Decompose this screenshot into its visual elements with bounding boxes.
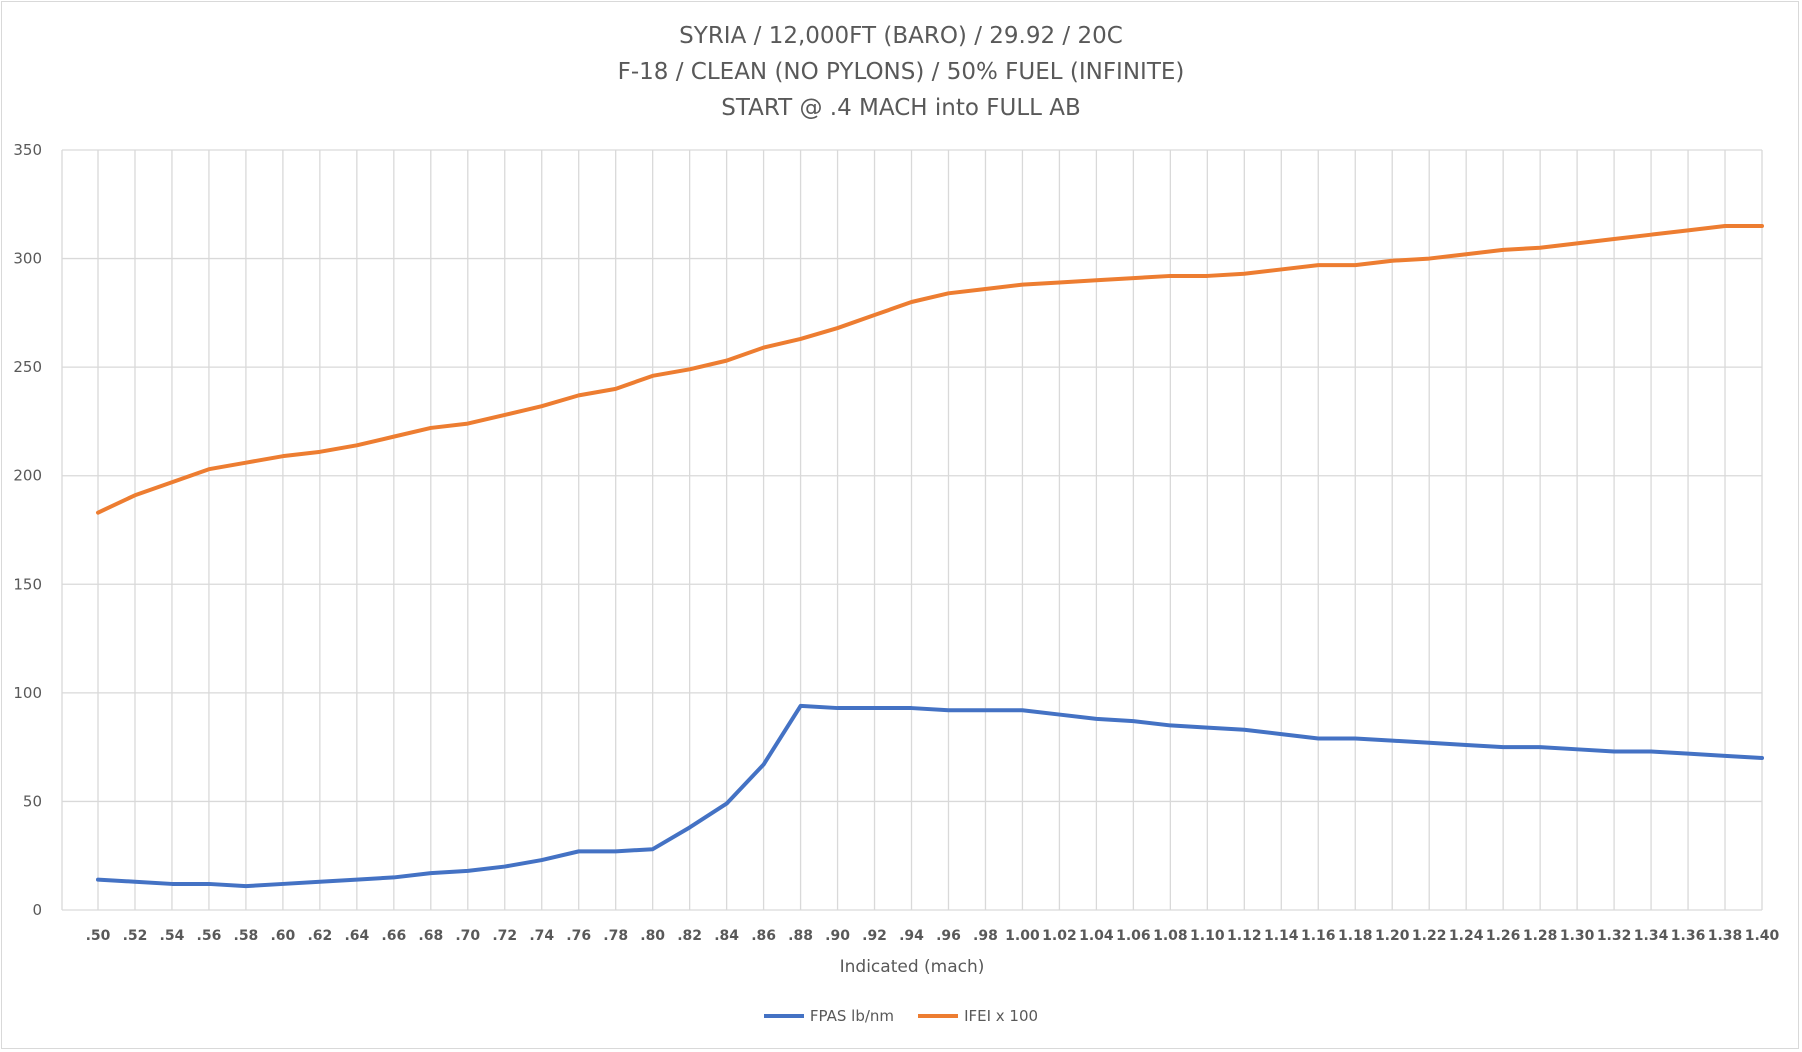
x-tick-label-5: .60: [270, 928, 295, 944]
x-tick-label-20: .90: [825, 928, 850, 944]
x-tick-label-1: .52: [123, 928, 148, 944]
grid-layer: [61, 149, 1763, 911]
y-axis-ticks: 0 50 100 150 200 250 300 350: [13, 141, 42, 919]
x-tick-label-37: 1.24: [1449, 928, 1484, 944]
x-tick-label-11: .72: [492, 928, 517, 944]
x-tick-label-38: 1.26: [1486, 928, 1521, 944]
x-tick-label-42: 1.34: [1634, 928, 1669, 944]
x-tick-label-12: .74: [529, 928, 554, 944]
x-tick-label-0: .50: [86, 928, 111, 944]
chart-title-line-2: F-18 / CLEAN (NO PYLONS) / 50% FUEL (INF…: [617, 59, 1185, 85]
x-tick-label-21: .92: [862, 928, 887, 944]
x-tick-label-43: 1.36: [1671, 928, 1706, 944]
legend-label-ifei: IFEI x 100: [964, 1007, 1039, 1025]
x-tick-label-39: 1.28: [1523, 928, 1558, 944]
y-tick-label-100: 100: [13, 684, 42, 702]
y-tick-label-150: 150: [13, 575, 42, 593]
y-tick-label-250: 250: [13, 358, 42, 376]
x-axis-title: Indicated (mach): [840, 957, 985, 977]
x-axis-ticks: .50 .52 .54 .56 .58 .60 .62 .64 .66 .68 .70 .72 .74.…: [86, 928, 1780, 944]
y-tick-label-350: 350: [13, 141, 42, 159]
x-tick-label-25: 1.00: [1005, 928, 1040, 944]
x-tick-label-33: 1.16: [1301, 928, 1336, 944]
y-tick-label-300: 300: [13, 250, 42, 268]
x-tick-label-31: 1.12: [1227, 928, 1262, 944]
legend-swatch-ifei: [918, 1014, 959, 1018]
x-tick-label-19: .88: [788, 928, 813, 944]
chart-title-line-3: START @ .4 MACH into FULL AB: [721, 95, 1081, 121]
x-tick-label-17: .84: [714, 928, 739, 944]
x-tick-label-29: 1.08: [1153, 928, 1188, 944]
series-layer: [96, 224, 1764, 889]
y-tick-label-50: 50: [23, 792, 42, 810]
x-tick-label-36: 1.22: [1412, 928, 1447, 944]
chart-title: SYRIA / 12,000FT (BARO) / 29.92 / 20C F-…: [0, 18, 1802, 126]
x-tick-label-34: 1.18: [1338, 928, 1373, 944]
legend-swatch-fpas: [763, 1014, 804, 1018]
x-tick-label-4: .58: [234, 928, 259, 944]
x-tick-label-24: .98: [973, 928, 998, 944]
x-tick-label-32: 1.14: [1264, 928, 1299, 944]
series-line-1: [96, 224, 1764, 515]
x-tick-label-23: .96: [936, 928, 961, 944]
x-tick-label-10: .70: [455, 928, 480, 944]
x-tick-label-16: .82: [677, 928, 702, 944]
x-tick-label-13: .76: [566, 928, 591, 944]
x-tick-label-14: .78: [603, 928, 628, 944]
x-tick-label-28: 1.06: [1116, 928, 1151, 944]
legend: FPAS lb/nm IFEI x 100: [0, 1007, 1802, 1025]
x-tick-label-40: 1.30: [1560, 928, 1595, 944]
x-tick-label-27: 1.04: [1079, 928, 1114, 944]
x-tick-label-18: .86: [751, 928, 776, 944]
x-tick-label-30: 1.10: [1190, 928, 1225, 944]
x-tick-label-41: 1.32: [1597, 928, 1632, 944]
legend-label-fpas: FPAS lb/nm: [809, 1007, 895, 1025]
x-tick-label-26: 1.02: [1042, 928, 1077, 944]
x-tick-label-3: .56: [197, 928, 222, 944]
x-tick-label-22: .94: [899, 928, 924, 944]
legend-item-fpas: FPAS lb/nm: [763, 1007, 895, 1025]
x-tick-label-44: 1.38: [1708, 928, 1743, 944]
x-tick-label-45: 1.40: [1745, 928, 1780, 944]
legend-item-ifei: IFEI x 100: [918, 1007, 1038, 1025]
x-tick-label-7: .64: [344, 928, 369, 944]
x-tick-label-9: .68: [418, 928, 443, 944]
x-tick-label-15: .80: [640, 928, 665, 944]
chart-title-line-1: SYRIA / 12,000FT (BARO) / 29.92 / 20C: [679, 23, 1123, 49]
x-tick-label-8: .66: [381, 928, 406, 944]
y-tick-label-200: 200: [13, 467, 42, 485]
x-tick-label-6: .62: [307, 928, 332, 944]
x-tick-label-2: .54: [160, 928, 185, 944]
x-tick-label-35: 1.20: [1375, 928, 1410, 944]
series-line-0: [96, 703, 1764, 889]
y-tick-label-0: 0: [32, 901, 42, 919]
